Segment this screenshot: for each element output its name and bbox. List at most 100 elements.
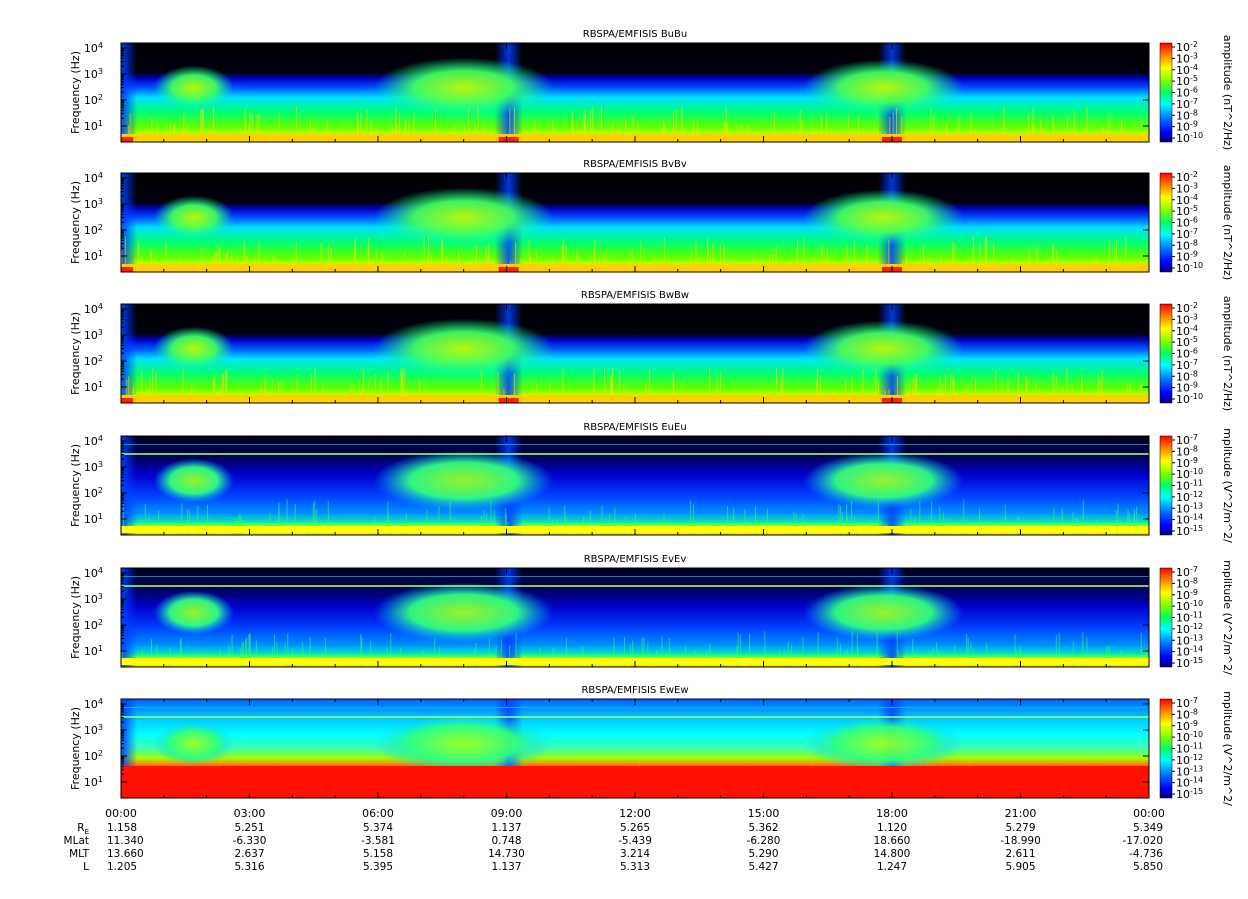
spectral-striation (390, 632, 392, 667)
spectral-striation (434, 637, 436, 667)
spectral-striation (477, 106, 479, 142)
spectral-striation (488, 243, 490, 272)
spectrogram-background (121, 43, 1149, 142)
spectral-striation (975, 378, 977, 403)
spectral-striation (1055, 634, 1057, 667)
spectral-striation (841, 512, 843, 535)
spectral-striation (242, 642, 244, 667)
spectral-striation (202, 108, 204, 142)
spectral-striation (244, 109, 246, 142)
spectral-striation (817, 632, 819, 667)
spectral-striation (663, 513, 665, 535)
spectral-striation (219, 648, 221, 667)
spectral-striation (1129, 383, 1131, 403)
spectral-striation (600, 106, 602, 142)
spectral-striation (342, 124, 344, 142)
spectral-striation (1066, 368, 1068, 403)
spectral-striation (764, 631, 766, 667)
spectral-striation (896, 631, 898, 667)
spectral-striation (273, 634, 275, 667)
spectral-striation (248, 634, 250, 667)
spectral-striation (695, 241, 697, 272)
spectral-striation (919, 501, 921, 535)
x-tick-label: 03:00 (234, 807, 266, 820)
spectral-striation (839, 643, 841, 667)
colorbar-tick-label: 10-5 (1176, 335, 1198, 349)
spectral-striation (836, 637, 838, 667)
spectral-striation (854, 515, 856, 535)
colorbar-label: mplitude (V^2/m^2/ (1221, 691, 1234, 806)
spectral-striation (1067, 117, 1069, 142)
spectral-striation (370, 641, 372, 667)
y-tick-label: 101 (84, 512, 103, 526)
spectral-striation (648, 369, 650, 403)
spectral-striation (225, 370, 227, 403)
x-tick-label: 00:00 (1133, 807, 1165, 820)
spectral-striation (782, 368, 784, 403)
spectral-striation (552, 647, 554, 667)
spectral-striation (856, 634, 858, 667)
spectral-striation (245, 122, 247, 142)
spectral-striation (576, 120, 578, 142)
spectral-striation (1017, 372, 1019, 403)
emission-blob (803, 715, 964, 772)
ephemeris-table: RE 1.158 5.251 5.374 1.137 5.265 5.362 1.120 5.2… (64, 822, 1164, 873)
spectral-striation (310, 116, 312, 142)
y-axis-label: Frequency (Hz) (69, 181, 82, 264)
spectral-striation (967, 637, 969, 667)
spectral-striation (693, 118, 695, 142)
spectrogram-image (121, 43, 1149, 142)
spectral-striation (357, 117, 359, 142)
emission-blob (803, 320, 964, 377)
y-tick-label: 104 (84, 302, 103, 316)
panel-title: RBSPA/EMFISIS EvEv (584, 554, 687, 565)
spectral-striation (1040, 118, 1042, 142)
ephemeris-value: -3.581 (361, 835, 395, 847)
spectral-striation (1105, 646, 1107, 667)
spectral-striation (408, 121, 410, 142)
spectral-striation (966, 633, 968, 667)
spectrogram-image (121, 173, 1149, 272)
spectral-striation (972, 236, 974, 272)
spectral-striation (942, 512, 944, 535)
spectral-striation (889, 116, 891, 142)
spectral-striation (634, 513, 636, 535)
spectral-striation (509, 108, 511, 142)
colorbar-tick-label: 10-6 (1176, 86, 1198, 100)
spectral-striation (791, 124, 793, 142)
spectral-striation (320, 242, 322, 272)
panel-bvbv: RBSPA/EMFISIS BvBv Frequency (Hz) 101 102 10… (69, 159, 1234, 280)
colorbar-tick-label: 10-9 (1176, 588, 1198, 602)
colorbar-tick-label: 10-5 (1176, 74, 1198, 88)
spectral-striation (846, 245, 848, 272)
spectral-striation (191, 383, 193, 403)
spectral-striation (892, 112, 894, 142)
spectral-striation (362, 369, 364, 403)
spectral-striation (914, 374, 916, 403)
spectral-striation (776, 367, 778, 403)
spectral-striation (611, 377, 613, 403)
spectral-striation (661, 636, 663, 667)
spectral-striation (945, 374, 947, 403)
spectral-striation (480, 515, 482, 535)
spectral-striation (165, 242, 167, 272)
spectral-striation (155, 372, 157, 403)
colorbar-tick-label: 10-9 (1176, 120, 1198, 134)
ephemeris-value: 3.214 (620, 848, 650, 860)
spectral-striation (939, 506, 941, 535)
spectral-striation (816, 380, 818, 403)
spectral-striation (1081, 374, 1083, 403)
spectral-striation (310, 374, 312, 403)
ephemeris-value: 18.660 (874, 835, 911, 847)
spectral-striation (358, 381, 360, 403)
spectral-striation (1099, 379, 1101, 403)
colorbar-tick-label: 10-15 (1176, 656, 1203, 670)
spectral-striation (157, 124, 159, 142)
spectral-striation (1097, 374, 1099, 403)
emission-blob (803, 584, 964, 641)
spectral-striation (126, 379, 128, 403)
y-tick-label: 103 (84, 460, 103, 474)
spectral-striation (315, 509, 317, 535)
spectral-striation (952, 374, 954, 403)
spectral-striation (769, 254, 771, 272)
